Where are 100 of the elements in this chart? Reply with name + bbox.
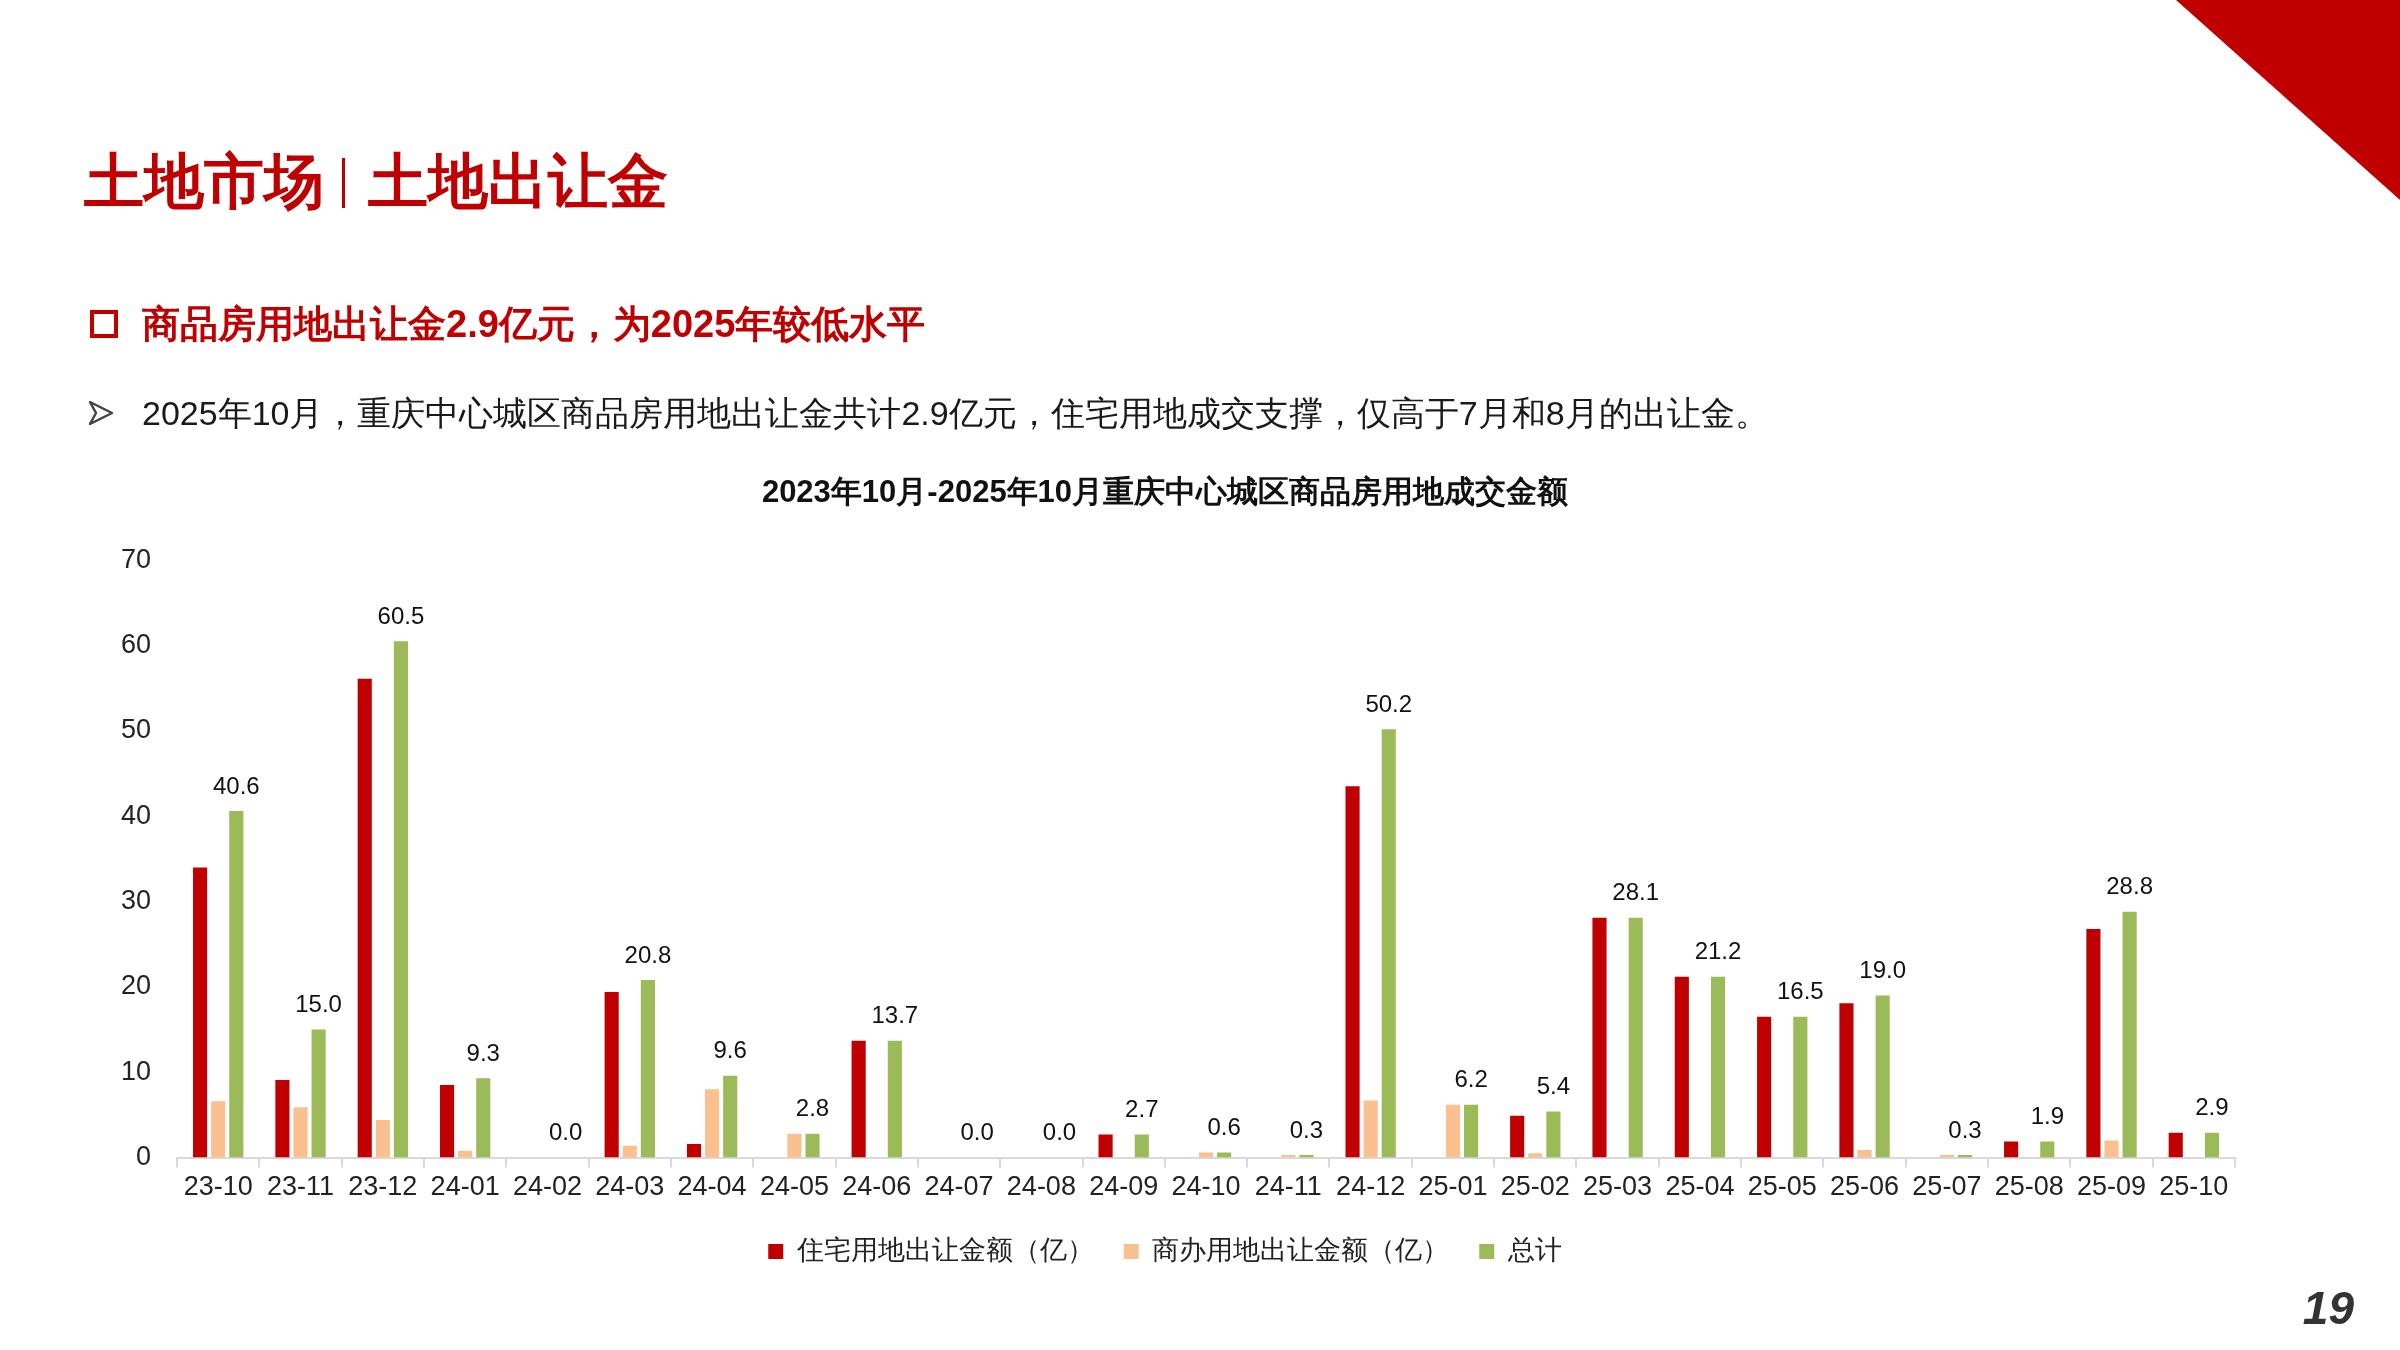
data-label: 19.0 xyxy=(1859,956,1907,984)
y-tick-label: 0 xyxy=(136,1141,152,1172)
text: 19 xyxy=(2302,1281,2354,1336)
bar xyxy=(887,1040,902,1158)
bar xyxy=(622,1145,637,1158)
bar xyxy=(805,1133,820,1158)
bar xyxy=(1857,1149,1872,1158)
legend-label: 商办用地出让金额（亿） xyxy=(1152,1234,1450,1265)
bar xyxy=(1546,1111,1561,1158)
legend-label: 住宅用地出让金额（亿） xyxy=(795,1234,1094,1265)
x-tick-label: 24-07 xyxy=(924,1171,994,1202)
x-tick-label: 25-06 xyxy=(1830,1171,1900,1202)
bar xyxy=(1464,1104,1479,1158)
data-label: 60.5 xyxy=(377,601,425,629)
x-tick-label: 23-11 xyxy=(266,1171,335,1202)
bar xyxy=(1381,729,1396,1158)
data-label: 28.1 xyxy=(1612,878,1660,906)
y-tick-label: 20 xyxy=(120,970,152,1001)
bar xyxy=(1098,1134,1113,1158)
y-tick-label: 50 xyxy=(120,714,152,745)
bar xyxy=(1134,1134,1149,1158)
bar xyxy=(1793,1016,1808,1158)
data-label: 6.2 xyxy=(1454,1065,1488,1093)
x-tick-label: 25-03 xyxy=(1583,1171,1653,1202)
bar xyxy=(2086,928,2101,1158)
x-tick-label: 24-06 xyxy=(842,1171,912,1202)
bar xyxy=(1674,976,1689,1158)
bar xyxy=(1710,976,1726,1158)
bar xyxy=(1198,1152,1214,1158)
bar xyxy=(1345,786,1360,1158)
bar xyxy=(393,641,408,1158)
data-label: 5.4 xyxy=(1536,1072,1571,1100)
bar xyxy=(2004,1141,2019,1158)
data-label: 2.7 xyxy=(1125,1095,1159,1123)
data-label: 1.9 xyxy=(2030,1102,2064,1130)
y-tick-label: 30 xyxy=(120,885,152,916)
chart-title: 2023年10月-2025年10月重庆中心城区商品房用地成交金额 xyxy=(761,474,1569,510)
bar xyxy=(2204,1132,2220,1158)
x-tick-label: 24-04 xyxy=(677,1171,747,1202)
bar xyxy=(229,811,244,1158)
bar xyxy=(439,1085,455,1158)
bar xyxy=(1510,1115,1525,1158)
bar xyxy=(1628,917,1643,1158)
text: 土地出让金 xyxy=(368,147,668,217)
bar xyxy=(640,980,655,1158)
x-tick-label: 25-10 xyxy=(2159,1171,2229,1202)
data-label: 9.6 xyxy=(713,1036,747,1064)
data-label: 50.2 xyxy=(1365,689,1413,717)
x-tick-label: 25-07 xyxy=(1912,1171,1982,1202)
x-tick-label: 23-10 xyxy=(183,1171,253,1202)
bar xyxy=(1217,1152,1232,1158)
x-tick-label: 24-09 xyxy=(1089,1171,1159,1202)
bar xyxy=(476,1078,491,1158)
x-tick-label: 25-08 xyxy=(1994,1171,2064,1202)
data-label: 2.8 xyxy=(795,1094,830,1122)
x-tick-label: 25-04 xyxy=(1665,1171,1735,1202)
x-tick-label: 24-08 xyxy=(1006,1171,1076,1202)
data-label: 40.6 xyxy=(212,771,260,799)
bar xyxy=(851,1040,866,1158)
legend-label: 总计 xyxy=(1506,1234,1562,1265)
data-label: 21.2 xyxy=(1694,937,1742,965)
data-label: 13.7 xyxy=(871,1001,919,1029)
text: 2025年10月，重庆中心城区商品房用地出让金共计2.9亿元，住宅用地成交支撑，仅高于7月和8月的出让金。 xyxy=(142,393,1769,434)
data-label: 0.0 xyxy=(960,1118,994,1146)
x-tick-label: 24-02 xyxy=(512,1171,582,1202)
x-tick-label: 25-02 xyxy=(1500,1171,1570,1202)
data-label: 0.3 xyxy=(1948,1115,1982,1143)
y-tick-label: 70 xyxy=(120,543,152,574)
bar xyxy=(1839,1003,1854,1158)
data-label: 28.8 xyxy=(2106,872,2153,900)
x-tick-label: 25-05 xyxy=(1747,1171,1817,1202)
data-label: 2.9 xyxy=(2195,1093,2229,1121)
x-tick-label: 25-01 xyxy=(1418,1171,1488,1202)
bar xyxy=(2122,911,2137,1158)
bar xyxy=(2104,1140,2119,1158)
bar xyxy=(1875,995,1890,1158)
bar xyxy=(1445,1104,1461,1158)
bar xyxy=(311,1029,326,1158)
bar xyxy=(686,1143,702,1158)
bar xyxy=(787,1133,802,1158)
y-tick-label: 40 xyxy=(120,799,152,830)
data-label: 20.8 xyxy=(624,940,672,968)
bar xyxy=(2168,1132,2183,1158)
bar xyxy=(211,1101,226,1158)
x-tick-label: 23-12 xyxy=(348,1171,418,1202)
x-tick-label: 24-05 xyxy=(759,1171,829,1202)
bar xyxy=(705,1089,720,1158)
text: 土地市场 xyxy=(84,147,324,217)
data-label: 15.0 xyxy=(295,990,342,1018)
bar xyxy=(275,1079,290,1158)
bar xyxy=(375,1120,390,1158)
y-tick-label: 10 xyxy=(120,1055,152,1086)
bar xyxy=(604,992,619,1158)
data-label: 9.3 xyxy=(466,1038,500,1066)
x-tick-label: 24-03 xyxy=(595,1171,665,1202)
data-label: 0.3 xyxy=(1289,1115,1324,1143)
x-tick-label: 24-01 xyxy=(430,1171,500,1202)
bar xyxy=(1592,917,1607,1158)
x-tick-label: 24-12 xyxy=(1336,1171,1406,1202)
x-tick-label: 24-10 xyxy=(1171,1171,1241,1202)
